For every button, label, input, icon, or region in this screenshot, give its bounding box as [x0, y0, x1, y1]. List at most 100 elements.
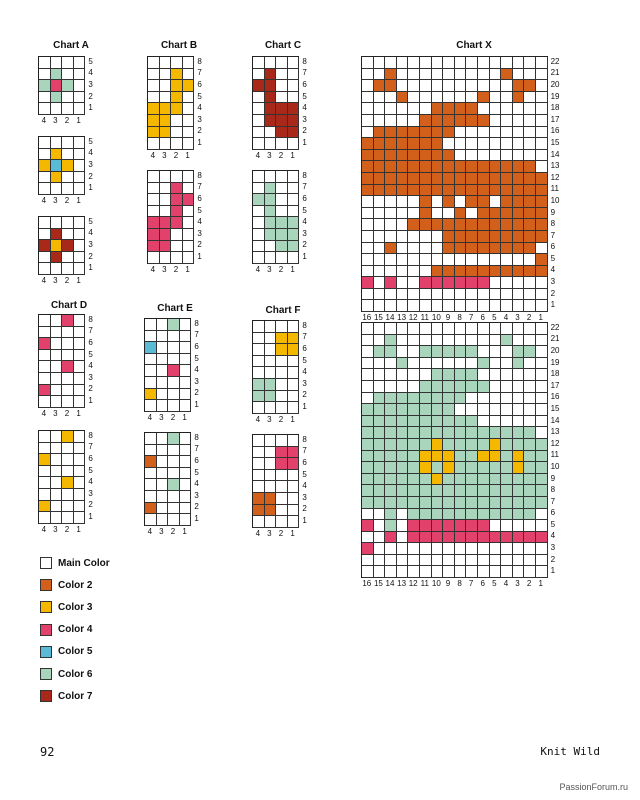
chart-cell: [362, 91, 374, 104]
chart-cell: [373, 357, 386, 370]
chart-cell: [466, 91, 478, 104]
chart-cell: [454, 334, 467, 347]
chart-cell: [159, 57, 172, 69]
column-number: 5: [492, 579, 497, 589]
chart-cell: [148, 194, 160, 206]
chart-grid: [252, 320, 300, 414]
chart-cell: [385, 438, 397, 451]
chart-cell: [535, 207, 548, 220]
chart-cell: [373, 277, 386, 289]
chart-cell: [419, 126, 432, 139]
chart-cell: [431, 149, 444, 162]
chart-cell: [39, 148, 51, 161]
chart-cell: [512, 380, 525, 393]
legend-label: Color 3: [58, 601, 93, 613]
chart-cell: [39, 326, 51, 339]
column-number: 3: [53, 195, 58, 205]
chart-cell: [512, 334, 525, 347]
chart-cell: [179, 342, 192, 354]
chart-cell: [443, 103, 455, 115]
column-number: 2: [526, 579, 532, 589]
chart-cell: [385, 149, 397, 162]
chart-cell: [159, 138, 172, 150]
chart-cell: [489, 520, 502, 532]
chart-cell: [419, 485, 432, 497]
chart-cell: [171, 126, 183, 139]
chart-cell: [39, 240, 51, 252]
chart-cell: [156, 365, 169, 377]
chart-cell: [276, 171, 288, 183]
column-number: 3: [515, 579, 520, 589]
chart-cell: [408, 172, 420, 185]
chart-cell: [373, 404, 386, 416]
chart-cell: [431, 508, 444, 521]
chart-cell: [39, 315, 51, 327]
chart-cell: [466, 149, 478, 162]
column-number: 3: [159, 526, 164, 536]
column-number: 1: [185, 150, 190, 160]
chart-cell: [501, 161, 513, 173]
chart-cell: [501, 404, 513, 416]
chart-cell: [443, 508, 455, 521]
chart-cell: [362, 230, 374, 243]
chart-cell: [431, 91, 444, 104]
chart-cell: [489, 68, 502, 81]
row-number: 2: [88, 171, 93, 181]
chart-cell: [489, 554, 502, 567]
chart-cell: [145, 319, 157, 331]
chart-cell: [50, 171, 63, 184]
chart-cell: [373, 207, 386, 220]
chart-cell: [512, 57, 525, 69]
watermark: PassionForum.ru: [559, 782, 628, 792]
chart-cell: [264, 80, 277, 92]
chart-cell: [253, 516, 265, 528]
chart-cell: [39, 442, 51, 455]
chart-cell: [62, 361, 74, 373]
chart-cell: [385, 265, 397, 278]
row-number: 3: [88, 79, 93, 89]
chart-cell: [431, 404, 444, 416]
chart-cell: [466, 450, 478, 463]
column-number: 2: [278, 414, 284, 424]
legend-label: Color 7: [58, 690, 93, 702]
chart-cell: [373, 543, 386, 555]
chart-cell: [385, 357, 397, 370]
chart-cell: [373, 138, 386, 150]
chart-cell: [431, 450, 444, 463]
chart-cell: [454, 392, 467, 405]
chart-cell: [39, 160, 51, 172]
chart-cell: [73, 384, 86, 397]
chart-cell: [419, 531, 432, 544]
chart-cell: [264, 91, 277, 104]
chart-cell: [489, 114, 502, 127]
chart-cell: [171, 91, 183, 104]
chart-cell: [512, 438, 525, 451]
row-number: 3: [194, 490, 199, 500]
chart-cell: [419, 473, 432, 486]
chart-cell: [396, 543, 409, 555]
column-number: 4: [150, 150, 156, 160]
chart-cell: [443, 300, 455, 313]
chart-cell: [443, 450, 455, 463]
chart-cell: [419, 300, 432, 313]
column-number: 1: [76, 408, 81, 418]
chart-cell: [148, 205, 160, 218]
chart-cell: [512, 496, 525, 509]
chart-cell: [385, 230, 397, 243]
chart-cell: [50, 442, 63, 455]
chart-cell: [477, 380, 490, 393]
chart-cell: [50, 349, 63, 362]
chart-cell: [373, 380, 386, 393]
chart-cell: [431, 380, 444, 393]
chart-cell: [431, 531, 444, 544]
chart-cell: [373, 126, 386, 139]
chart-cell: [466, 357, 478, 370]
chart-cell: [408, 508, 420, 521]
chart-cell: [501, 427, 513, 439]
chart-cell: [50, 454, 63, 466]
chart-cell: [443, 230, 455, 243]
row-number: 8: [302, 56, 307, 66]
chart-cell: [431, 438, 444, 451]
